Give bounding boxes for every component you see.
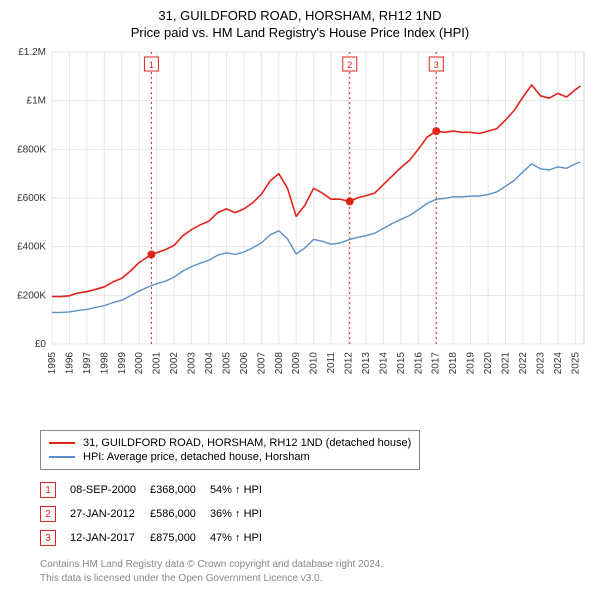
x-axis-label: 2016 <box>413 352 424 375</box>
x-axis-label: 2007 <box>256 352 267 375</box>
x-axis-label: 2012 <box>344 352 355 375</box>
x-axis-label: 2017 <box>431 352 442 375</box>
footer-line2: This data is licensed under the Open Gov… <box>40 572 592 586</box>
x-axis-label: 2002 <box>169 352 180 375</box>
x-axis-label: 2023 <box>535 352 546 375</box>
sale-marker-badge-cell: 3 <box>40 530 56 546</box>
y-axis-label: £0 <box>35 339 47 350</box>
x-axis-label: 2005 <box>221 352 232 375</box>
x-axis-label: 1995 <box>47 352 58 375</box>
x-axis-label: 2013 <box>361 352 372 375</box>
x-axis-label: 2010 <box>309 352 320 375</box>
x-axis-label: 1998 <box>99 352 110 375</box>
x-axis-label: 2015 <box>396 352 407 375</box>
x-axis-label: 2009 <box>291 352 302 375</box>
sale-date: 12-JAN-2017 <box>70 526 150 550</box>
legend-label: 31, GUILDFORD ROAD, HORSHAM, RH12 1ND (d… <box>83 437 411 449</box>
sale-price: £368,000 <box>150 478 210 502</box>
sale-marker-dot <box>147 250 155 258</box>
x-axis-label: 2022 <box>518 352 529 375</box>
sale-markers-table: 1 08-SEP-2000£368,00054% ↑ HPI 2 27-JAN-201… <box>40 478 276 550</box>
y-axis-label: £1.2M <box>18 47 46 58</box>
x-axis-label: 2021 <box>501 352 512 375</box>
chart-svg: £0 £200K £400K £600K £800K £1M £1.2M 1995 1996 19… <box>8 44 592 424</box>
sale-marker-badge-cell: 1 <box>40 482 56 498</box>
sale-marker-number: 1 <box>149 60 154 70</box>
y-axis-label: £200K <box>17 290 46 301</box>
x-axis-label: 2008 <box>274 352 285 375</box>
footer-line1: Contains HM Land Registry data © Crown c… <box>40 558 592 572</box>
sale-marker-badge-cell: 2 <box>40 506 56 522</box>
sale-price: £875,000 <box>150 526 210 550</box>
legend-row: HPI: Average price, detached house, Hors… <box>49 451 411 463</box>
sale-marker-number: 2 <box>347 60 352 70</box>
title-address: 31, GUILDFORD ROAD, HORSHAM, RH12 1ND <box>8 8 592 23</box>
legend: 31, GUILDFORD ROAD, HORSHAM, RH12 1ND (d… <box>40 430 420 470</box>
sale-hpi-diff: 36% ↑ HPI <box>210 502 276 526</box>
x-axis-label: 1996 <box>64 352 75 375</box>
x-axis-label: 2014 <box>378 352 389 375</box>
sale-marker-dot <box>346 197 354 205</box>
title-subtitle: Price paid vs. HM Land Registry's House … <box>8 25 592 40</box>
chart-plot: £0 £200K £400K £600K £800K £1M £1.2M 1995 1996 19… <box>8 44 592 424</box>
sale-marker-row: 3 12-JAN-2017£875,00047% ↑ HPI <box>40 526 276 550</box>
chart-title-area: 31, GUILDFORD ROAD, HORSHAM, RH12 1ND Pr… <box>8 8 592 40</box>
x-axis-label: 2025 <box>570 352 581 375</box>
y-axis-label: £600K <box>17 193 46 204</box>
chart-container: { "title": { "line1": "31, GUILDFORD ROA… <box>0 0 600 593</box>
x-axis-label: 2020 <box>483 352 494 375</box>
attribution-footer: Contains HM Land Registry data © Crown c… <box>40 558 592 585</box>
legend-swatch <box>49 456 75 458</box>
y-axis-label: £800K <box>17 144 46 155</box>
sale-price: £586,000 <box>150 502 210 526</box>
x-axis-label: 2024 <box>553 352 564 375</box>
sale-date: 27-JAN-2012 <box>70 502 150 526</box>
y-axis-label: £400K <box>17 242 46 253</box>
sale-hpi-diff: 54% ↑ HPI <box>210 478 276 502</box>
x-axis-label: 2003 <box>187 352 198 375</box>
y-axis-label: £1M <box>27 96 46 107</box>
sale-marker-dot <box>432 127 440 135</box>
x-axis-label: 2019 <box>466 352 477 375</box>
sale-marker-number: 3 <box>434 60 439 70</box>
x-axis-label: 2000 <box>134 352 145 375</box>
x-axis-label: 1999 <box>117 352 128 375</box>
x-axis-label: 2004 <box>204 352 215 375</box>
sale-marker-row: 1 08-SEP-2000£368,00054% ↑ HPI <box>40 478 276 502</box>
x-axis-label: 2011 <box>326 352 337 374</box>
x-axis-label: 2018 <box>448 352 459 375</box>
sale-date: 08-SEP-2000 <box>70 478 150 502</box>
x-axis-label: 2001 <box>152 352 163 375</box>
legend-swatch <box>49 442 75 444</box>
x-axis-label: 2006 <box>239 352 250 375</box>
legend-label: HPI: Average price, detached house, Hors… <box>83 451 310 463</box>
legend-row: 31, GUILDFORD ROAD, HORSHAM, RH12 1ND (d… <box>49 437 411 449</box>
x-axis-label: 1997 <box>82 352 93 375</box>
sale-hpi-diff: 47% ↑ HPI <box>210 526 276 550</box>
sale-marker-row: 2 27-JAN-2012£586,00036% ↑ HPI <box>40 502 276 526</box>
